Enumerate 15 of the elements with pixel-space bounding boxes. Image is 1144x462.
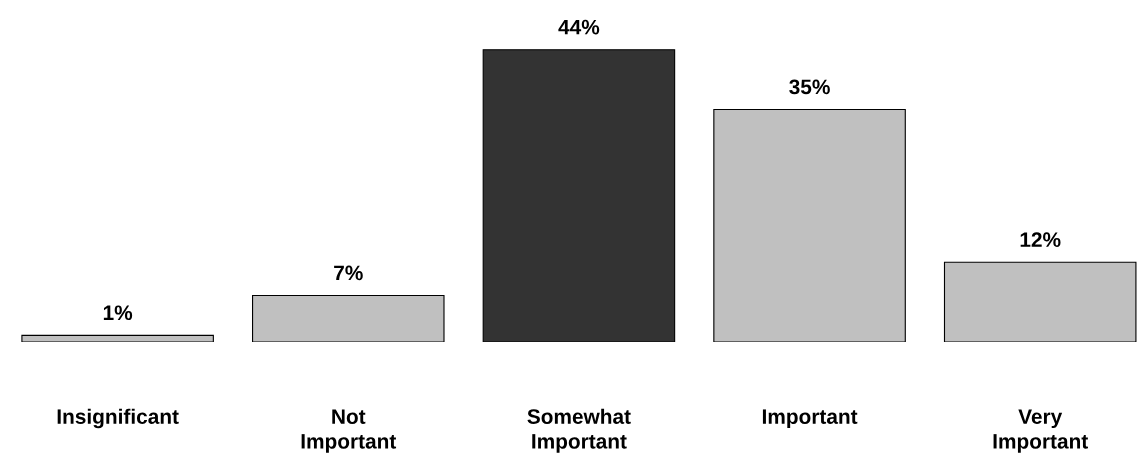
data-label: 35% [789,79,830,95]
x-tick-label: Important [762,409,858,429]
bar [21,334,214,342]
bar [252,294,445,342]
data-label: 7% [334,265,363,281]
data-label: 1% [103,305,133,321]
data-label: 44% [558,19,600,35]
bar [482,49,676,342]
x-tick-label: Not Important [301,409,397,453]
x-tick-label: Insignificant [57,408,179,429]
bar [943,261,1137,342]
x-tick-label: Somewhat Important [527,408,631,453]
x-tick-label: Very Important [993,409,1088,453]
bar [713,108,906,342]
data-label: 12% [1020,232,1061,248]
